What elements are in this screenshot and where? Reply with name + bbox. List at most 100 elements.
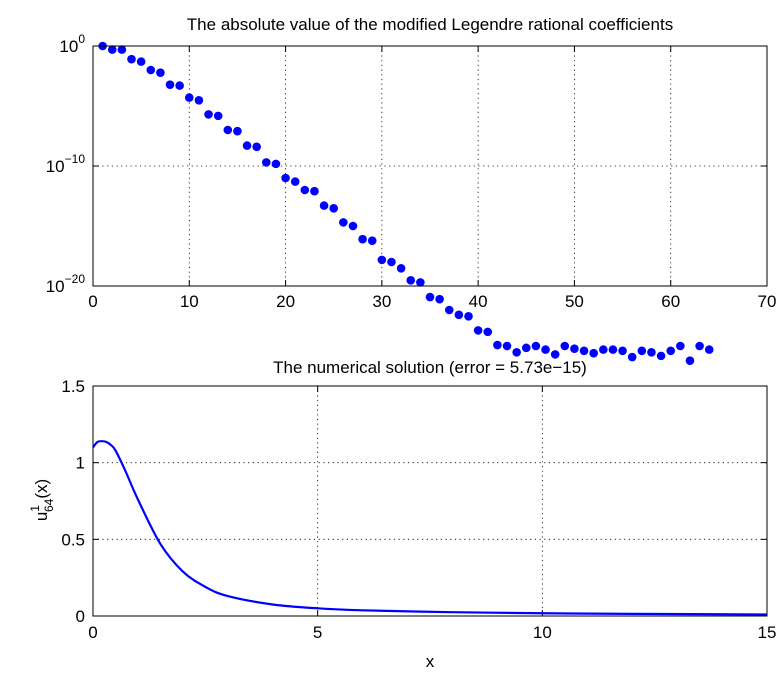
coefficient-point xyxy=(589,348,598,358)
coefficient-point xyxy=(310,186,319,196)
coefficient-point xyxy=(560,341,570,351)
solution-y-axis-label: u164(x) xyxy=(28,479,56,521)
coefficient-point xyxy=(406,275,416,285)
coefficient-point xyxy=(570,344,579,353)
coefficients-y-tick-label: 100 xyxy=(59,32,85,56)
coefficient-point xyxy=(435,294,444,304)
coefficient-point xyxy=(473,326,483,335)
coefficient-point xyxy=(541,345,550,354)
coefficient-point xyxy=(175,81,184,90)
coefficient-point xyxy=(136,57,146,66)
coefficient-point xyxy=(319,201,329,210)
solution-ticks: 0 5 10 15 0 0.5 1 1.5 xyxy=(61,377,776,642)
solution-x-axis-label: x xyxy=(426,652,435,671)
ylabel-base: u xyxy=(32,512,51,521)
coefficient-point xyxy=(695,341,704,351)
solution-x-tick-label: 0 xyxy=(88,623,97,642)
coefficients-ticks: 0 10 20 30 40 50 60 70 100 10−10 10−20 xyxy=(46,32,777,311)
coefficients-x-tick-label: 10 xyxy=(180,292,199,311)
coefficient-point xyxy=(531,341,541,351)
coefficient-point xyxy=(666,346,676,356)
coefficient-point xyxy=(300,185,310,195)
coefficient-point xyxy=(608,345,618,354)
coefficients-y-tick-label: 10−10 xyxy=(46,152,86,176)
solution-x-tick-label: 15 xyxy=(758,623,777,642)
coefficient-point xyxy=(204,110,213,119)
coefficients-chart: The absolute value of the modified Legen… xyxy=(46,15,777,365)
solution-x-tick-label: 5 xyxy=(313,623,322,642)
coefficient-point xyxy=(454,310,464,320)
coefficient-point xyxy=(396,263,406,273)
coefficients-chart-title: The absolute value of the modified Legen… xyxy=(187,15,673,34)
coefficient-point xyxy=(127,54,136,64)
coefficient-point xyxy=(156,68,165,77)
solution-y-tick-label: 1.5 xyxy=(61,377,85,396)
coefficient-point xyxy=(184,93,194,102)
coefficient-point xyxy=(416,278,425,287)
coefficient-point xyxy=(223,125,233,135)
coefficient-point xyxy=(512,347,521,357)
coefficient-point xyxy=(358,234,367,244)
solution-y-tick-label: 1 xyxy=(76,454,85,473)
solution-x-tick-label: 10 xyxy=(533,623,552,642)
coefficient-point xyxy=(676,341,685,351)
coefficient-point xyxy=(252,142,261,152)
coefficient-point xyxy=(367,236,377,245)
coefficients-x-tick-label: 50 xyxy=(565,292,584,311)
coefficient-point xyxy=(685,356,695,365)
coefficient-point xyxy=(329,203,339,213)
coefficient-point xyxy=(704,345,714,354)
coefficient-point xyxy=(656,351,666,361)
coefficient-point xyxy=(464,311,473,321)
coefficient-point xyxy=(233,126,242,136)
coefficient-point xyxy=(599,345,608,354)
solution-y-tick-label: 0 xyxy=(76,607,85,626)
coefficient-point xyxy=(618,346,627,356)
coefficient-point xyxy=(483,327,493,337)
coefficient-point xyxy=(550,350,560,359)
coefficient-point xyxy=(502,341,512,351)
coefficient-point xyxy=(387,257,396,267)
coefficients-x-tick-label: 20 xyxy=(276,292,295,311)
coefficient-point xyxy=(146,65,156,75)
coefficient-point xyxy=(213,111,223,121)
coefficients-x-tick-label: 70 xyxy=(758,292,777,311)
coefficients-x-tick-label: 40 xyxy=(469,292,488,311)
coefficient-point xyxy=(425,292,435,302)
coefficient-point xyxy=(348,221,358,231)
coefficient-point xyxy=(647,347,656,357)
coefficient-point xyxy=(242,141,252,150)
coefficients-grid xyxy=(93,46,767,286)
coefficient-point xyxy=(165,80,175,89)
coefficients-x-tick-label: 0 xyxy=(88,292,97,311)
coefficient-point xyxy=(339,218,348,227)
coefficient-point xyxy=(521,343,531,353)
coefficient-point xyxy=(627,352,637,362)
coefficient-point xyxy=(194,95,204,105)
ylabel-superscript: 1 xyxy=(28,505,42,512)
coefficients-markers xyxy=(98,41,714,365)
coefficient-point xyxy=(290,177,300,186)
coefficient-point xyxy=(281,173,290,183)
ylabel-subscript: 64 xyxy=(42,498,56,512)
coefficient-point xyxy=(271,159,281,169)
coefficient-point xyxy=(493,340,502,350)
coefficients-x-tick-label: 30 xyxy=(372,292,391,311)
solution-curve xyxy=(92,440,768,616)
ylabel-tail: (x) xyxy=(32,479,51,499)
solution-y-tick-label: 0.5 xyxy=(61,530,85,549)
solution-grid xyxy=(93,386,767,616)
coefficient-point xyxy=(117,45,127,54)
coefficient-point xyxy=(444,305,454,315)
coefficient-point xyxy=(107,45,117,54)
solution-chart: The numerical solution (error = 5.73e−15… xyxy=(28,358,776,671)
coefficients-y-tick-label: 10−20 xyxy=(46,272,86,296)
coefficient-point xyxy=(637,346,647,356)
coefficients-plot-frame xyxy=(92,45,768,287)
coefficient-point xyxy=(579,346,589,356)
coefficient-point xyxy=(262,158,271,167)
coefficient-point xyxy=(377,255,387,265)
coefficients-x-tick-label: 60 xyxy=(661,292,680,311)
solution-chart-title: The numerical solution (error = 5.73e−15… xyxy=(273,358,587,377)
